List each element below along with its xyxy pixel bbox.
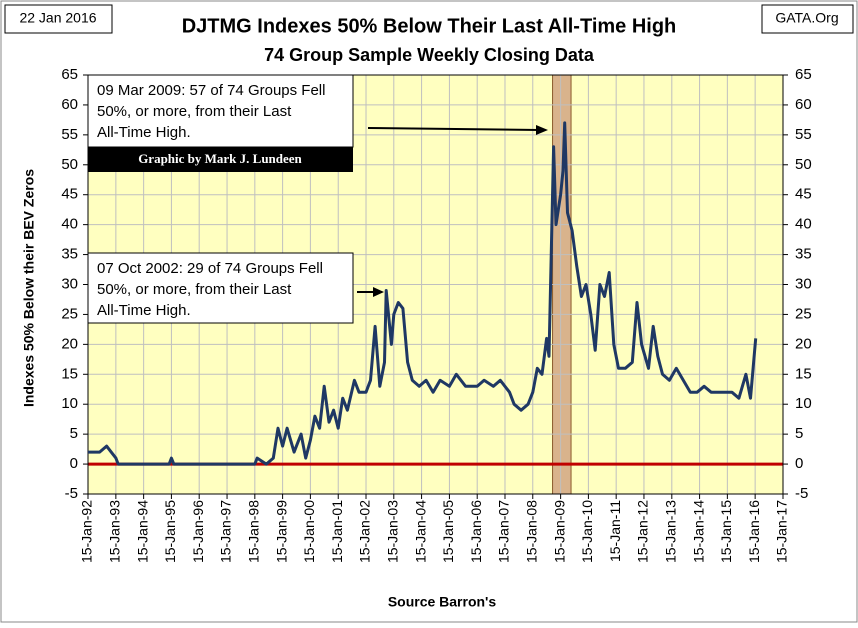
x-tick-label: 15-Jan-14 (690, 500, 706, 563)
y2-tick-label: 30 (795, 275, 812, 292)
annotations: Graphic by Mark J. Lundeen 09 Mar 2009: … (87, 74, 548, 324)
y-tick-label: 50 (61, 156, 78, 173)
x-tick-label: 15-Jan-96 (190, 500, 206, 563)
x-tick-label: 15-Jan-93 (107, 500, 123, 563)
annotation-box (87, 74, 354, 148)
y2-tick-label: 50 (795, 156, 812, 173)
annotation-box (87, 252, 354, 324)
y-tick-label: 20 (61, 335, 78, 352)
x-tick-label: 15-Jan-07 (496, 500, 512, 563)
x-tick-label: 15-Jan-94 (134, 500, 150, 563)
x-tick-label: 15-Jan-92 (79, 500, 95, 563)
y-tick-label: 65 (61, 66, 78, 83)
y2-tick-label: 15 (795, 365, 812, 382)
y-tick-label: 55 (61, 126, 78, 143)
y2-tick-label: 40 (795, 216, 812, 233)
y2-tick-label: 25 (795, 305, 812, 322)
chart-subtitle: 74 Group Sample Weekly Closing Data (264, 45, 595, 65)
annotation-line: 07 Oct 2002: 29 of 74 Groups Fell (97, 260, 323, 277)
date-label: 22 Jan 2016 (19, 10, 96, 26)
x-tick-label: 15-Jan-95 (162, 500, 178, 563)
y-tick-label: 10 (61, 395, 78, 412)
arrow-head (536, 125, 548, 135)
y2-tick-label: 65 (795, 66, 812, 83)
x-tick-label: 15-Jan-02 (357, 500, 373, 563)
y2-tick-label: 20 (795, 335, 812, 352)
y-tick-label: 25 (61, 305, 78, 322)
y-tick-label: -5 (65, 485, 78, 502)
date-box (4, 4, 113, 34)
y-tick-label: 15 (61, 365, 78, 382)
y2-tick-label: 0 (795, 455, 803, 472)
y2-tick-label: 10 (795, 395, 812, 412)
x-tick-label: 15-Jan-04 (412, 500, 428, 563)
y-tick-label: 35 (61, 246, 78, 263)
y2-tick-label: 5 (795, 425, 803, 442)
annotation-line: 09 Mar 2009: 57 of 74 Groups Fell (97, 82, 325, 99)
annotation-line: 50%, or more, from their Last (97, 103, 292, 120)
y-tick-label: 30 (61, 275, 78, 292)
y2-tick-label: -5 (795, 485, 808, 502)
data-line (88, 121, 758, 466)
site-box (761, 4, 854, 34)
chart-title: DJTMG Indexes 50% Below Their Last All-T… (182, 15, 677, 37)
x-tick-label: 15-Jan-13 (663, 500, 679, 563)
x-tick-label: 15-Jan-06 (468, 500, 484, 563)
x-tick-label: 15-Jan-08 (523, 500, 539, 563)
x-tick-label: 15-Jan-16 (746, 500, 762, 563)
credit: Graphic by Mark J. Lundeen (138, 151, 302, 166)
arrow-head (373, 287, 384, 297)
site-label: GATA.Org (775, 10, 838, 26)
x-tick-label: 15-Jan-01 (329, 500, 345, 563)
y-tick-label: 5 (70, 425, 78, 442)
arrow (367, 127, 541, 131)
x-tick-label: 15-Jan-00 (301, 500, 317, 563)
x-tick-label: 15-Jan-10 (579, 500, 595, 563)
x-tick-label: 15-Jan-05 (440, 500, 456, 563)
x-tick-label: 15-Jan-11 (607, 500, 623, 562)
annotation-line: All-Time High. (97, 124, 191, 141)
credit-box (88, 147, 353, 172)
x-axis-label: Source Barron's (388, 594, 497, 610)
x-tick-label: 15-Jan-03 (384, 500, 400, 563)
y2-tick-label: 55 (795, 126, 812, 143)
y-tick-label: 45 (61, 186, 78, 203)
x-tick-label: 15-Jan-09 (551, 500, 567, 563)
x-tick-label: 15-Jan-17 (774, 500, 790, 563)
annotation-line: All-Time High. (97, 302, 191, 319)
y-tick-label: 0 (70, 455, 78, 472)
y2-tick-label: 35 (795, 246, 812, 263)
x-tick-label: 15-Jan-15 (718, 500, 734, 563)
x-tick-label: 15-Jan-98 (246, 500, 262, 563)
y-tick-label: 60 (61, 96, 78, 113)
y-axis-label: Indexes 50% Below their BEV Zeros (21, 169, 37, 407)
x-tick-label: 15-Jan-99 (273, 500, 289, 563)
x-tick-label: 15-Jan-12 (635, 500, 651, 563)
y2-tick-label: 60 (795, 96, 812, 113)
x-tick-label: 15-Jan-97 (218, 500, 234, 563)
y2-tick-label: 45 (795, 186, 812, 203)
annotation-line: 50%, or more, from their Last (97, 281, 292, 298)
y-tick-label: 40 (61, 216, 78, 233)
